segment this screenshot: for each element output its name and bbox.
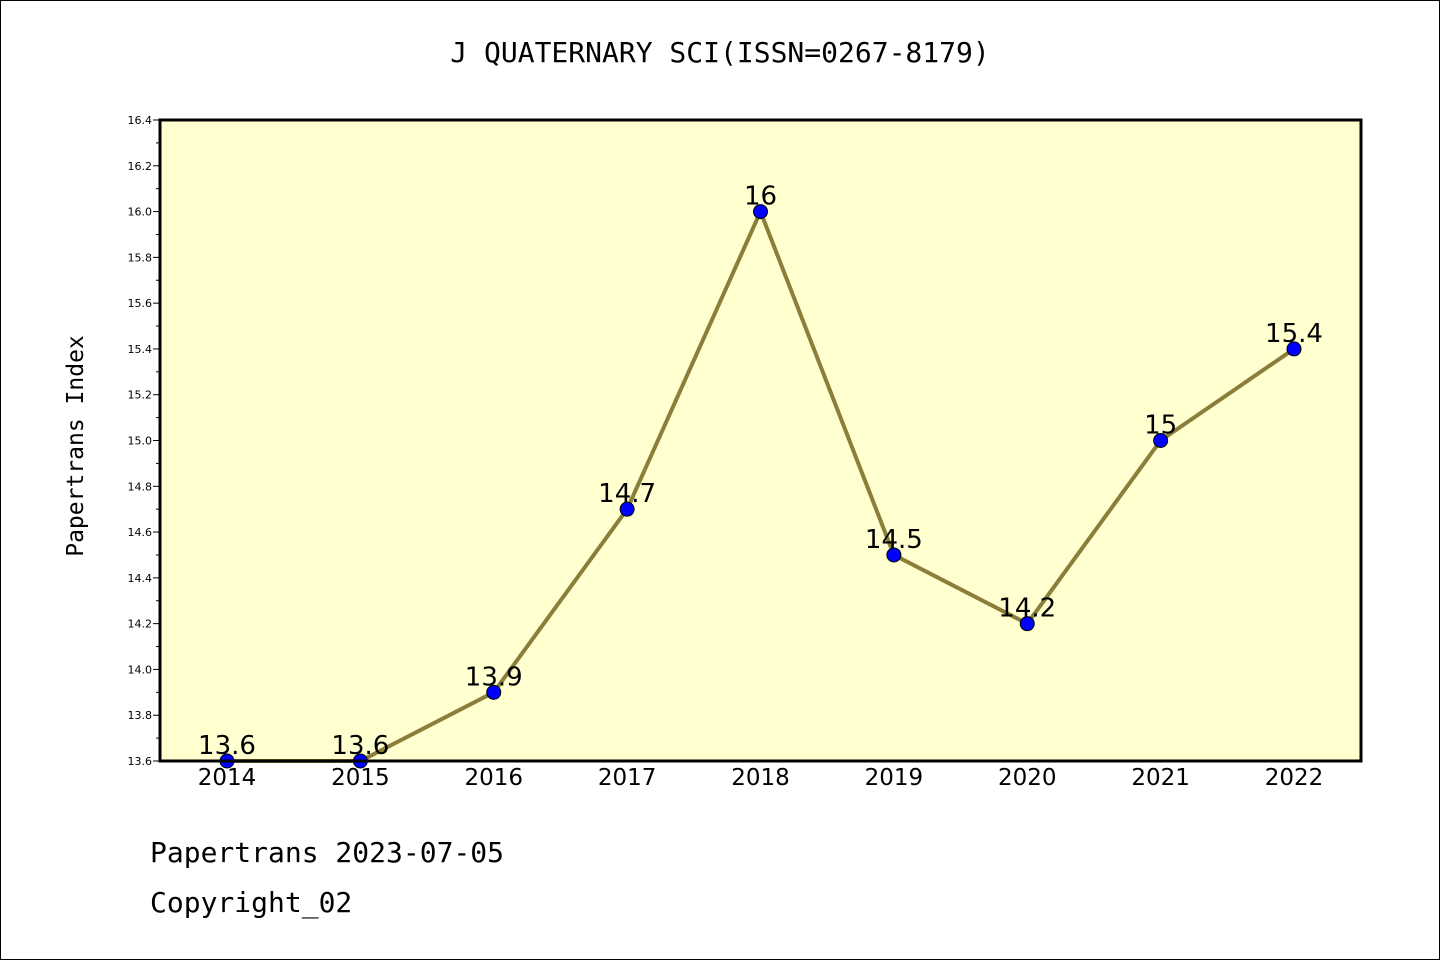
y-tick-label: 15.2: [128, 389, 153, 402]
data-point: [886, 547, 902, 563]
x-tick-label: 2020: [998, 765, 1057, 791]
x-tick-label: 2016: [464, 765, 523, 791]
x-tick-label: 2021: [1131, 765, 1190, 791]
data-label: 13.9: [465, 662, 523, 692]
y-tick-label: 14.6: [128, 526, 153, 539]
data-label: 15.4: [1265, 319, 1323, 349]
plot-border: [158, 118, 1363, 763]
data-point: [619, 501, 635, 517]
chart-title: J QUATERNARY SCI(ISSN=0267-8179): [450, 36, 990, 69]
y-tick-label: 14.2: [128, 618, 153, 631]
data-point: [486, 684, 502, 700]
footer-date: Papertrans 2023-07-05: [150, 836, 505, 869]
footer-copyright: Copyright_02: [150, 886, 353, 919]
data-labels: 13.6 13.6 13.9 14.7 16 14.5 14.2 15 15.4: [198, 182, 1323, 761]
data-point: [753, 204, 768, 220]
x-tick-label: 2015: [331, 765, 390, 791]
x-tick-label: 2022: [1265, 765, 1324, 791]
y-tick-label: 14.4: [128, 572, 153, 585]
data-point: [1286, 341, 1302, 357]
data-points: [219, 204, 1302, 769]
x-tick-label: 2019: [865, 765, 924, 791]
y-axis: 13.6 13.8 14.0 14.2 14.4 14.6 14.8 15.0 15.2 15.4…: [128, 114, 160, 768]
y-tick-label: 14.8: [128, 480, 153, 493]
data-label: 13.6: [198, 731, 256, 761]
x-tick-label: 2017: [598, 765, 657, 791]
y-tick-label: 14.0: [128, 663, 153, 676]
y-tick-label: 15.6: [128, 297, 153, 310]
data-label: 16: [744, 182, 777, 212]
y-tick-label: 16.0: [128, 206, 153, 219]
data-label: 13.6: [331, 731, 389, 761]
data-label: 14.5: [865, 525, 923, 555]
y-tick-label: 13.8: [128, 709, 153, 722]
x-tick-label: 2014: [198, 765, 257, 791]
y-tick-label: 16.4: [128, 114, 153, 127]
y-tick-label: 15.4: [128, 343, 153, 356]
x-tick-label: 2018: [731, 765, 790, 791]
y-tick-label: 13.6: [128, 755, 153, 768]
x-axis: 2014 2015 2016 2017 2018 2019 2020 2021 2022: [198, 765, 1324, 791]
data-point: [1019, 616, 1035, 632]
data-label: 14.7: [598, 479, 656, 509]
data-label: 14.2: [998, 594, 1056, 624]
data-label: 15: [1144, 411, 1177, 441]
y-tick-label: 15.8: [128, 251, 153, 264]
y-tick-label: 15.0: [128, 435, 153, 448]
y-tick-label: 16.2: [128, 160, 153, 173]
data-point: [1153, 433, 1169, 448]
